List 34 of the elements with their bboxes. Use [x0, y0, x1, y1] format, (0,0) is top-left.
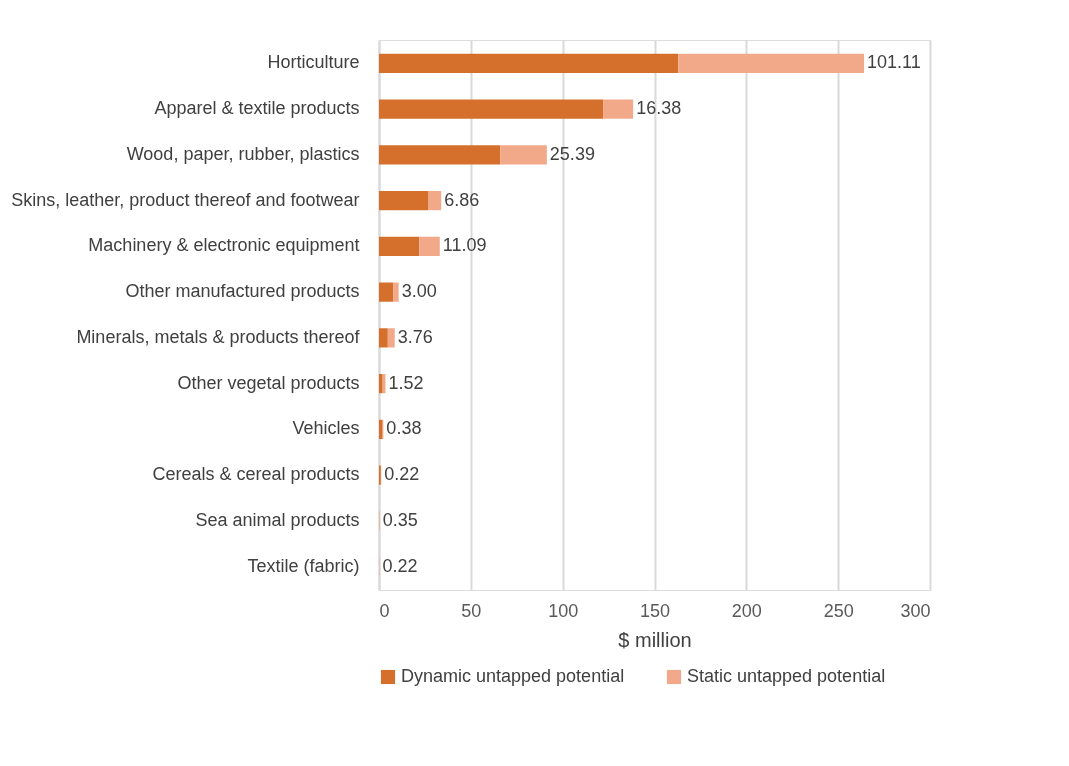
y-tick-label: Other vegetal products	[177, 372, 360, 393]
data-label: 3.76	[397, 326, 433, 347]
data-label: 0.22	[384, 464, 420, 485]
x-axis-title: $ million	[618, 628, 692, 651]
data-label: 0.22	[382, 555, 418, 576]
x-tick-label: 150	[639, 600, 671, 621]
y-tick-label: Horticulture	[267, 52, 360, 73]
y-tick-label: Vehicles	[292, 418, 360, 439]
legend-label: Dynamic untapped potential	[401, 666, 625, 686]
data-label: 25.39	[549, 143, 595, 164]
data-label: 16.38	[636, 98, 682, 119]
legend-label: Static untapped potential	[687, 666, 886, 686]
data-label: 3.00	[401, 281, 437, 302]
data-label: 11.09	[442, 235, 487, 256]
y-tick-label: Wood, paper, rubber, plastics	[126, 143, 360, 164]
y-tick-label: Other manufactured products	[125, 281, 360, 302]
x-tick-label: 50	[461, 600, 482, 621]
y-tick-label: Machinery & electronic equipment	[88, 235, 360, 256]
x-tick-label: 250	[823, 600, 854, 621]
y-tick-label: Minerals, metals & products thereof	[76, 326, 361, 347]
data-label: 101.11	[867, 52, 921, 73]
y-tick-label: Apparel & textile products	[154, 98, 360, 119]
data-label: 6.86	[444, 189, 480, 210]
y-tick-label: Skins, leather, product thereof and footwear	[11, 189, 360, 210]
data-label: 0.38	[386, 418, 422, 439]
y-tick-label: Sea animal products	[195, 509, 360, 530]
x-tick-label: 300	[900, 600, 931, 621]
x-tick-label: 0	[379, 600, 390, 621]
data-label: 0.35	[382, 509, 418, 530]
y-tick-label: Textile (fabric)	[247, 555, 360, 576]
data-label: 1.52	[388, 372, 424, 393]
y-tick-label: Cereals & cereal products	[152, 464, 360, 485]
x-tick-label: 100	[548, 600, 579, 621]
x-tick-label: 200	[731, 600, 762, 621]
